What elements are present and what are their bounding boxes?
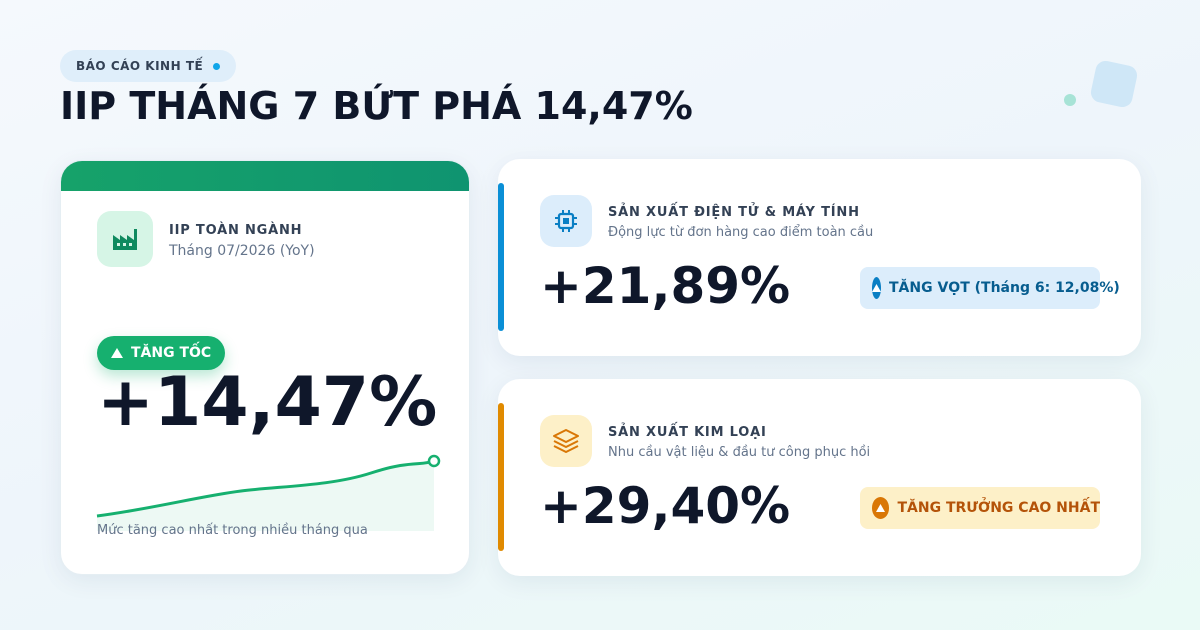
badge-circle [872, 277, 881, 299]
accent-bar [498, 403, 504, 551]
sector-title: SẢN XUẤT ĐIỆN TỬ & MÁY TÍNH [608, 205, 860, 220]
main-value: +14,47% [97, 363, 438, 442]
sector-badge: TĂNG TRƯỞNG CAO NHẤT [860, 487, 1100, 529]
main-subtitle: Tháng 07/2026 (YoY) [169, 243, 315, 259]
sector-subtitle: Nhu cầu vật liệu & đầu tư công phục hồi [608, 445, 871, 460]
accent-bar [498, 183, 504, 331]
title: IIP THÁNG 7 BỨT PHÁ 14,47% [60, 84, 693, 128]
sector-badge-text: TĂNG TRƯỞNG CAO NHẤT [897, 500, 1100, 516]
badge-circle [872, 497, 890, 519]
tag: BÁO CÁO KINH TẾ [60, 50, 237, 82]
sector-card: SẢN XUẤT KIM LOẠI Nhu cầu vật liệu & đầu… [498, 379, 1141, 576]
badge-arrow [872, 284, 881, 292]
main-card: IIP TOÀN NGÀNH Tháng 07/2026 (YoY) TĂNG … [60, 160, 470, 575]
sector-heading: SẢN XUẤT KIM LOẠI Nhu cầu vật liệu & đầu… [608, 425, 870, 460]
card-band [61, 161, 469, 191]
deco-square [1089, 59, 1139, 109]
sector-value: +21,89% [540, 257, 791, 315]
sector-badge: TĂNG VỌT (Tháng 6: 12,08%) [860, 267, 1120, 309]
layers-glyph [553, 429, 579, 453]
sector-title: SẢN XUẤT KIM LOẠI [608, 425, 767, 440]
factory-glyph [113, 229, 137, 250]
sector-value: +29,40% [540, 477, 791, 535]
deco-dot [1064, 94, 1076, 106]
main-heading: IIP TOÀN NGÀNH Tháng 07/2026 (YoY) [169, 223, 315, 259]
sector-heading: SẢN XUẤT ĐIỆN TỬ & MÁY TÍNH Động lực từ … [608, 205, 873, 240]
chip-icon [540, 195, 592, 247]
main-badge-text: TĂNG TỐC [131, 345, 212, 361]
badge-arrow [111, 348, 123, 358]
tag-dot [213, 62, 221, 70]
sector-card: SẢN XUẤT ĐIỆN TỬ & MÁY TÍNH Động lực từ … [498, 159, 1141, 356]
sector-subtitle: Động lực từ đơn hàng cao điểm toàn cầu [608, 225, 874, 240]
layers-icon [540, 415, 592, 467]
sparkline [96, 454, 441, 531]
main-label: IIP TOÀN NGÀNH [169, 223, 303, 238]
tag-text: BÁO CÁO KINH TẾ [76, 59, 204, 73]
factory-icon [97, 211, 153, 267]
chip-glyph [555, 210, 577, 232]
main-caption: Mức tăng cao nhất trong nhiều tháng qua [97, 523, 368, 538]
main-badge: TĂNG TỐC [97, 336, 226, 370]
sector-badge-text: TĂNG VỌT (Tháng 6: 12,08%) [889, 280, 1120, 296]
badge-arrow [876, 504, 886, 512]
